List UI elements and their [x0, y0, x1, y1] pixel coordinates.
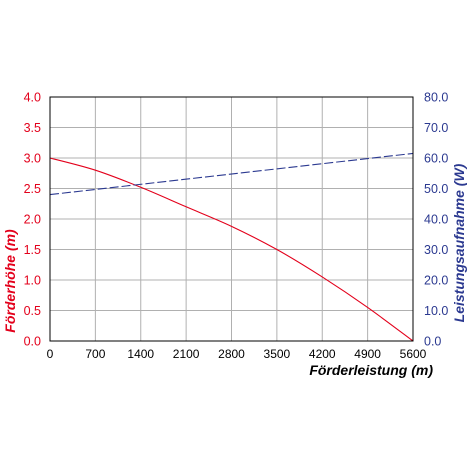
- left-axis-tick-label: 3.5: [24, 121, 41, 135]
- grid: [50, 97, 413, 341]
- left-axis-tick-label: 4.0: [24, 91, 41, 105]
- left-axis-tick-label: 0.0: [24, 335, 41, 349]
- right-axis-tick-label: 10.0: [424, 304, 448, 318]
- x-axis-tick-label: 5600: [400, 347, 427, 361]
- x-axis-title: Förderleistung (m): [309, 362, 433, 378]
- right-axis-tick-label: 30.0: [424, 243, 448, 257]
- x-axis-tick-label: 2100: [173, 347, 200, 361]
- right-axis-title: Leistungsaufnahme (W): [451, 163, 467, 322]
- x-axis-tick-label: 3500: [264, 347, 291, 361]
- left-axis-tick-label: 1.0: [24, 274, 41, 288]
- x-axis-tick-label: 1400: [127, 347, 154, 361]
- right-axis-tick-label: 60.0: [424, 152, 448, 166]
- x-axis-tick-label: 4900: [354, 347, 381, 361]
- right-axis-tick-label: 50.0: [424, 182, 448, 196]
- plot-frame: [49, 96, 414, 342]
- power-consumption-line: [49, 152, 414, 196]
- right-axis-tick-label: 0.0: [424, 335, 441, 349]
- x-axis-tick-label: 700: [85, 347, 105, 361]
- x-axis-tick-label: 0: [47, 347, 54, 361]
- right-axis-tick-label: 40.0: [424, 213, 448, 227]
- left-axis-tick-label: 2.0: [24, 213, 41, 227]
- x-axis-tick-label: 2800: [218, 347, 245, 361]
- left-axis-tick-label: 0.5: [24, 304, 41, 318]
- left-axis-tick-label: 3.0: [24, 152, 41, 166]
- tick-labels: 0.0 0.5 1.0 1.5 2.0 2.5 3.0 3.5 4.0 0.0 10.0 20.0 30…: [24, 91, 449, 362]
- left-axis-title: Förderhöhe (m): [2, 229, 18, 333]
- right-axis-tick-label: 20.0: [424, 274, 448, 288]
- plot-series: [49, 152, 414, 342]
- right-axis-tick-label: 80.0: [424, 91, 448, 105]
- x-axis-tick-label: 4200: [309, 347, 336, 361]
- left-axis-tick-label: 2.5: [24, 182, 41, 196]
- head-curve-line: [49, 157, 414, 342]
- right-axis-tick-label: 70.0: [424, 121, 448, 135]
- left-axis-tick-label: 1.5: [24, 243, 41, 257]
